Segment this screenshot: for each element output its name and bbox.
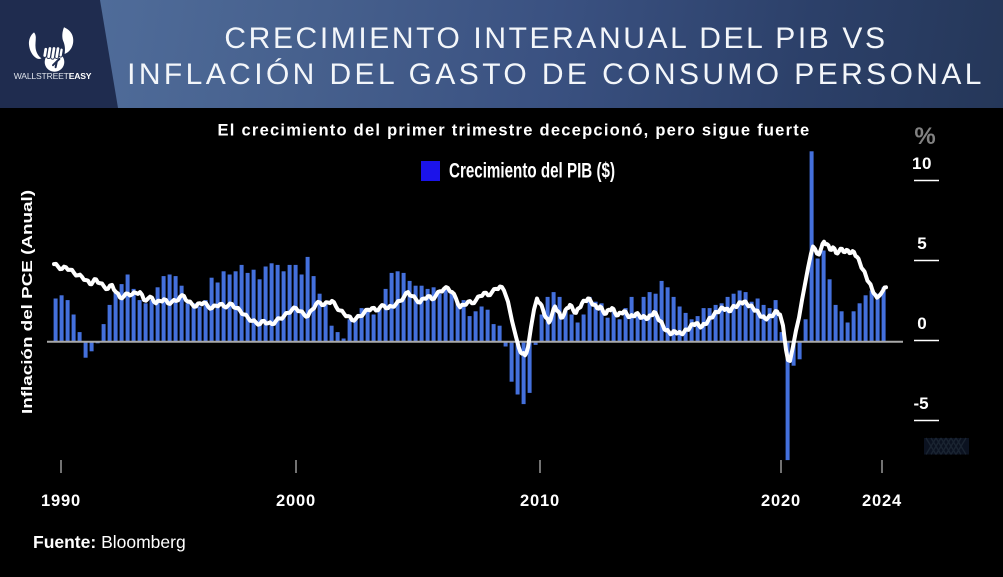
svg-text:2000: 2000 (276, 492, 316, 510)
svg-text:10: 10 (912, 154, 932, 173)
svg-text:-5: -5 (913, 394, 928, 413)
svg-text:%: % (914, 123, 935, 150)
svg-text:5: 5 (917, 234, 926, 253)
svg-text:2010: 2010 (520, 492, 560, 510)
svg-text:2020: 2020 (761, 492, 801, 510)
svg-text:Fuente: Bloomberg: Fuente: Bloomberg (33, 532, 186, 552)
svg-text:2024: 2024 (862, 492, 902, 510)
svg-text:Crecimiento del PIB ($): Crecimiento del PIB ($) (449, 159, 615, 183)
svg-text:El crecimiento del primer trim: El crecimiento del primer trimestre dece… (218, 122, 811, 140)
svg-text:1990: 1990 (41, 492, 81, 510)
svg-text:Inflación del PCE (Anual): Inflación del PCE (Anual) (19, 190, 36, 414)
svg-text:0: 0 (917, 314, 926, 333)
